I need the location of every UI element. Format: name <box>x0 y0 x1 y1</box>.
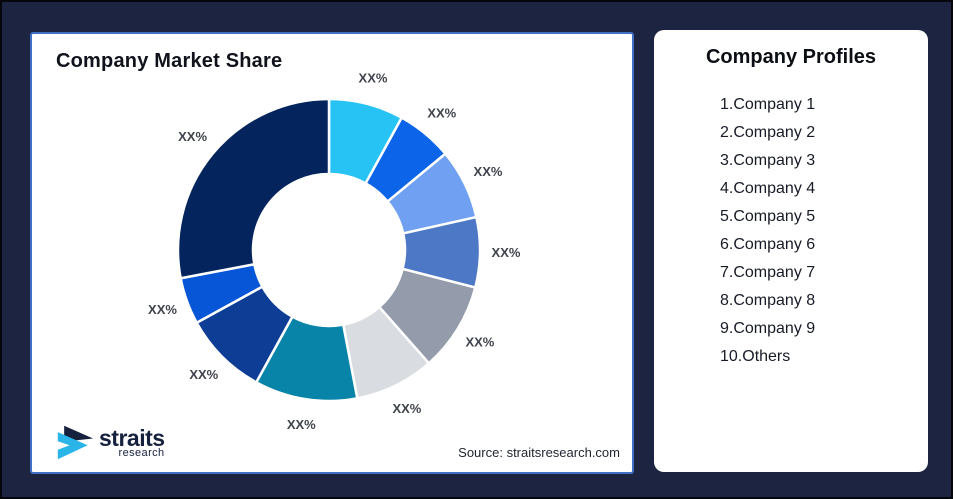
market-share-panel: Company Market Share XX% XX% XX% XX% XX% XX% X… <box>30 32 634 474</box>
segment-data-label: XX% <box>148 302 177 317</box>
logo-wordmark: straits research <box>99 424 165 459</box>
segment-data-label: XX% <box>392 401 421 416</box>
segment-data-label: XX% <box>359 71 388 86</box>
segment-data-label: XX% <box>465 335 494 350</box>
segment-data-label: XX% <box>427 106 456 121</box>
company-list-item: 6.Company 6 <box>720 236 816 253</box>
company-list-item: 2.Company 2 <box>720 124 816 141</box>
chart-title: Company Market Share <box>56 50 283 72</box>
company-list-item: 1.Company 1 <box>720 96 816 113</box>
donut-chart: XX% XX% XX% XX% XX% XX% XX% XX% XX% XX% <box>148 71 521 432</box>
straits-research-logo: straits research <box>56 424 165 462</box>
company-list-item: 5.Company 5 <box>720 208 816 225</box>
source-note: Source: straitsresearch.com <box>458 445 620 460</box>
company-list-item: 8.Company 8 <box>720 292 816 309</box>
company-list-item: 3.Company 3 <box>720 152 816 169</box>
segment-data-label: XX% <box>178 129 207 144</box>
company-profiles-list: 1.Company 1 2.Company 2 3.Company 3 4.Compa… <box>654 91 928 371</box>
profiles-title: Company Profiles <box>705 46 877 68</box>
company-list-item: 10.Others <box>720 348 791 365</box>
segment-data-label: XX% <box>189 367 218 382</box>
company-list-item: 4.Company 4 <box>720 180 816 197</box>
logo-mark-icon <box>57 425 94 460</box>
logo-name: straits <box>99 424 165 451</box>
segment-data-label: XX% <box>287 417 316 432</box>
logo-subtitle: research <box>118 446 165 459</box>
segment-data-label: XX% <box>492 245 521 260</box>
segment-data-label: XX% <box>474 164 503 179</box>
donut-segment <box>176 97 331 280</box>
company-list-item: 7.Company 7 <box>720 264 816 281</box>
company-profiles-panel: Company Profiles 1.Company 1 2.Company 2 3… <box>654 30 928 472</box>
company-list-item: 9.Company 9 <box>720 320 816 337</box>
